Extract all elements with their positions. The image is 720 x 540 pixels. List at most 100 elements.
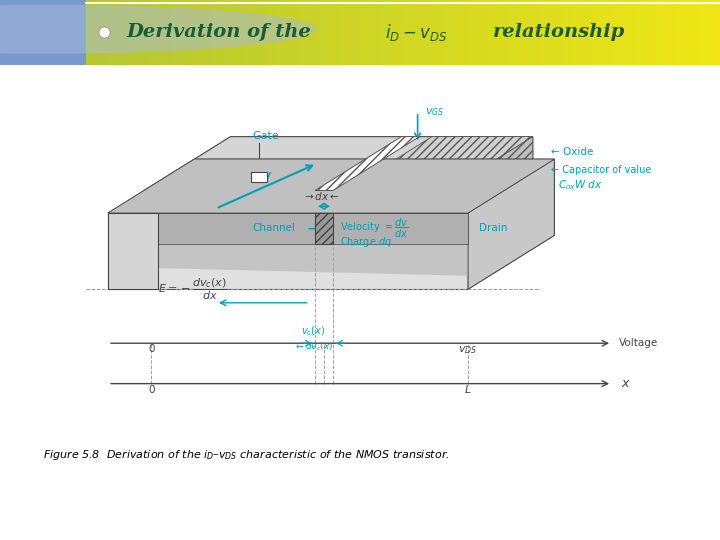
Text: Figure 5.8  Derivation of the $i_D$–$v_{DS}$ characteristic of the NMOS transist: Figure 5.8 Derivation of the $i_D$–$v_{D… xyxy=(43,449,450,462)
Text: $\leftarrow dv_c(x)$: $\leftarrow dv_c(x)$ xyxy=(294,341,333,354)
Text: $\rightarrow dx \leftarrow$: $\rightarrow dx \leftarrow$ xyxy=(302,190,340,201)
Bar xyxy=(245,0,258,65)
Bar xyxy=(519,0,532,65)
Bar xyxy=(487,0,500,65)
Bar xyxy=(424,0,437,65)
Polygon shape xyxy=(108,159,554,213)
Text: $v_{DS}$: $v_{DS}$ xyxy=(459,344,477,356)
Bar xyxy=(414,0,426,65)
Polygon shape xyxy=(446,137,533,213)
Bar xyxy=(107,0,120,65)
Polygon shape xyxy=(108,245,468,276)
Bar xyxy=(266,0,279,65)
Text: Charge $dq$: Charge $dq$ xyxy=(340,235,392,249)
Bar xyxy=(256,0,268,65)
Bar xyxy=(97,0,109,65)
Text: Velocity $= \dfrac{dv}{dx}$: Velocity $= \dfrac{dv}{dx}$ xyxy=(340,217,408,240)
Bar xyxy=(118,0,131,65)
Bar xyxy=(340,0,353,65)
Bar xyxy=(0,0,86,65)
Text: 0: 0 xyxy=(148,384,155,395)
Text: Derivation of the: Derivation of the xyxy=(126,23,311,42)
Bar xyxy=(297,0,310,65)
Bar xyxy=(541,0,553,65)
Polygon shape xyxy=(468,159,554,289)
Bar xyxy=(192,0,204,65)
Bar xyxy=(562,0,575,65)
Polygon shape xyxy=(108,159,554,213)
Polygon shape xyxy=(446,137,533,213)
Bar xyxy=(251,172,267,183)
Bar xyxy=(435,0,448,65)
Polygon shape xyxy=(315,213,333,245)
Bar xyxy=(372,0,384,65)
Text: Source: Source xyxy=(112,223,148,233)
Text: Voltage: Voltage xyxy=(619,338,659,348)
Bar xyxy=(361,0,374,65)
Bar xyxy=(234,0,247,65)
Text: Drain: Drain xyxy=(479,223,507,233)
Bar xyxy=(477,0,490,65)
Bar xyxy=(129,0,141,65)
Bar xyxy=(403,0,416,65)
Text: $C_{ox}W\ dx$: $C_{ox}W\ dx$ xyxy=(558,178,603,192)
Text: Gate: Gate xyxy=(252,131,279,141)
Bar xyxy=(498,0,511,65)
Bar xyxy=(329,0,342,65)
Text: 0: 0 xyxy=(148,344,155,354)
Bar xyxy=(636,0,648,65)
Text: $i_D - v_{DS}$: $i_D - v_{DS}$ xyxy=(385,22,448,43)
Bar xyxy=(224,0,236,65)
Bar xyxy=(213,0,226,65)
Bar xyxy=(139,0,152,65)
Bar xyxy=(467,0,480,65)
Bar xyxy=(181,0,194,65)
Text: $v_{GS}$: $v_{GS}$ xyxy=(425,106,444,118)
Text: $v_c(x)$: $v_c(x)$ xyxy=(301,325,325,338)
Bar xyxy=(646,0,659,65)
Circle shape xyxy=(0,4,317,54)
Polygon shape xyxy=(108,213,468,245)
Bar xyxy=(171,0,184,65)
Polygon shape xyxy=(315,137,419,191)
Bar xyxy=(551,0,564,65)
Bar xyxy=(287,0,300,65)
Text: $x$: $x$ xyxy=(621,377,631,390)
Bar xyxy=(446,0,458,65)
Bar xyxy=(688,0,701,65)
Polygon shape xyxy=(144,191,446,213)
Bar xyxy=(572,0,585,65)
Polygon shape xyxy=(346,137,533,191)
Bar xyxy=(509,0,521,65)
Polygon shape xyxy=(144,137,533,191)
Bar xyxy=(276,0,289,65)
Text: relationship: relationship xyxy=(493,23,626,42)
Bar xyxy=(667,0,680,65)
Text: $L$: $L$ xyxy=(464,383,472,395)
Polygon shape xyxy=(108,213,468,289)
Text: ← Oxide: ← Oxide xyxy=(551,147,593,157)
Bar xyxy=(392,0,405,65)
Text: $E = -\dfrac{dv_c(x)}{dx}$: $E = -\dfrac{dv_c(x)}{dx}$ xyxy=(158,276,228,302)
Bar xyxy=(351,0,363,65)
Bar xyxy=(678,0,690,65)
Bar xyxy=(593,0,606,65)
Bar xyxy=(308,0,321,65)
Bar xyxy=(382,0,395,65)
Bar xyxy=(625,0,638,65)
Bar xyxy=(530,0,543,65)
Bar xyxy=(161,0,173,65)
Text: Channel: Channel xyxy=(252,223,295,233)
Bar xyxy=(582,0,595,65)
Bar xyxy=(456,0,469,65)
Text: $W$: $W$ xyxy=(256,171,271,185)
Bar xyxy=(699,0,711,65)
Bar xyxy=(657,0,670,65)
Bar xyxy=(614,0,627,65)
Polygon shape xyxy=(108,213,158,289)
Bar xyxy=(319,0,331,65)
Bar xyxy=(709,0,720,65)
Text: ← Capacitor of value: ← Capacitor of value xyxy=(551,165,651,176)
Bar xyxy=(604,0,616,65)
Bar xyxy=(150,0,163,65)
